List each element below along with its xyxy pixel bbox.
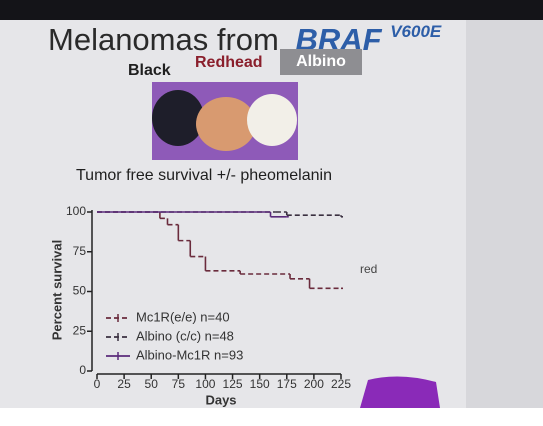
y-tick-label: 100 [66, 204, 86, 218]
bottom-strip [0, 408, 543, 421]
chart-title: Tumor free survival +/- pheomelanin [76, 167, 332, 184]
x-tick-label: 75 [172, 377, 186, 391]
legend-label: Mc1R(e/e) n=40 [136, 309, 230, 324]
albino-box [280, 49, 362, 75]
label-albino: Albino [296, 53, 346, 70]
x-tick-label: 150 [250, 377, 270, 391]
x-tick-label: 200 [304, 377, 324, 391]
x-tick-label: 0 [94, 377, 101, 391]
y-tick-label: 0 [79, 363, 86, 377]
purple-object [360, 376, 440, 408]
label-black: Black [128, 62, 171, 79]
legend-label: Albino-Mc1R n=93 [136, 347, 243, 362]
x-tick-label: 25 [117, 377, 131, 391]
slide-title: Melanomas from BRAF V600E [48, 22, 442, 57]
y-tick-label: 75 [73, 244, 87, 258]
x-axis-label: Days [205, 392, 236, 407]
legend-label: Albino (c/c) n=48 [136, 328, 234, 343]
x-tick-label: 100 [195, 377, 215, 391]
label-redhead: Redhead [195, 54, 263, 71]
x-tick-label: 225 [331, 377, 351, 391]
y-axis-label: Percent survival [49, 240, 64, 340]
x-tick-label: 125 [223, 377, 243, 391]
x-tick-label: 50 [145, 377, 159, 391]
y-tick-label: 50 [73, 284, 87, 298]
y-tick-label: 25 [73, 323, 87, 337]
x-tick-label: 175 [277, 377, 297, 391]
top-band [0, 0, 543, 20]
slide-edge [466, 20, 543, 408]
annotation: red [360, 262, 377, 276]
mice-photo [152, 82, 298, 160]
